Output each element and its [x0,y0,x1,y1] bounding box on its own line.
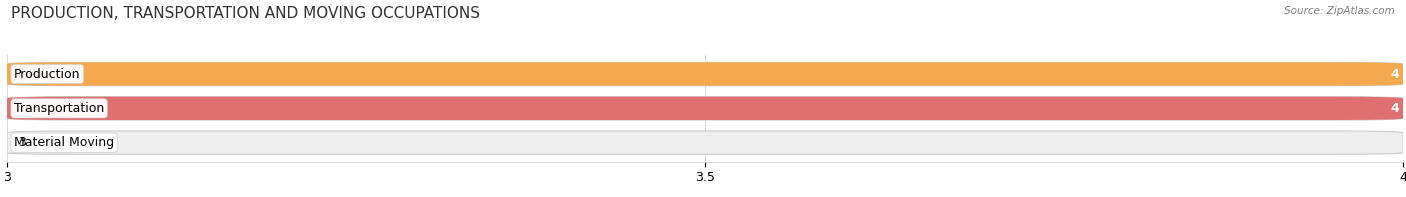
Text: Production: Production [14,68,80,81]
Text: 3: 3 [18,136,27,149]
FancyBboxPatch shape [7,62,1403,86]
Text: Transportation: Transportation [14,102,104,115]
FancyBboxPatch shape [7,62,1403,86]
Text: Material Moving: Material Moving [14,136,114,149]
Text: 4: 4 [1391,102,1399,115]
Text: PRODUCTION, TRANSPORTATION AND MOVING OCCUPATIONS: PRODUCTION, TRANSPORTATION AND MOVING OC… [11,6,481,21]
FancyBboxPatch shape [7,97,1403,120]
Text: 4: 4 [1391,68,1399,81]
Text: Source: ZipAtlas.com: Source: ZipAtlas.com [1284,6,1395,16]
FancyBboxPatch shape [7,131,1403,154]
FancyBboxPatch shape [7,97,1403,120]
